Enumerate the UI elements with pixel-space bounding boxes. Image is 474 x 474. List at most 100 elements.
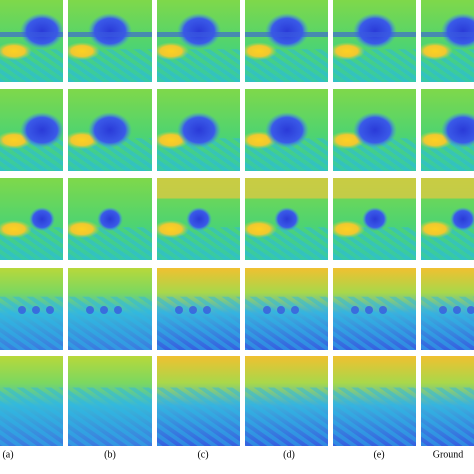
tile-content	[245, 268, 328, 350]
spot	[277, 306, 285, 314]
spot	[114, 306, 122, 314]
spot	[453, 306, 461, 314]
spot	[379, 306, 387, 314]
image-tile	[68, 356, 152, 446]
column-label: (d)	[283, 449, 295, 460]
warm-blob	[245, 220, 277, 239]
cold-blob	[20, 112, 63, 149]
cold-streak	[0, 32, 63, 37]
spot	[46, 306, 54, 314]
cold-blob	[265, 112, 309, 149]
image-tile	[421, 0, 474, 82]
tile-content	[0, 178, 63, 260]
image-tile	[0, 268, 63, 350]
tile-content	[68, 268, 152, 350]
tile-content	[333, 89, 416, 171]
image-tile	[0, 178, 63, 260]
spot	[203, 306, 211, 314]
tile-content	[421, 178, 474, 260]
texture	[245, 296, 328, 350]
image-tile	[333, 178, 416, 260]
image-tile	[68, 178, 152, 260]
tile-content	[421, 0, 474, 82]
image-tile	[0, 356, 63, 446]
texture	[68, 387, 152, 446]
tile-content	[245, 178, 328, 260]
image-tile	[245, 0, 328, 82]
tile-content	[157, 356, 240, 446]
tile-content	[68, 356, 152, 446]
warm-blob	[421, 220, 453, 239]
cold-blob	[353, 13, 397, 50]
spot	[32, 306, 40, 314]
image-tile	[68, 0, 152, 82]
cold-blob	[177, 13, 221, 50]
warm-band	[333, 178, 416, 199]
warm-blob	[157, 42, 189, 61]
warm-blob	[68, 42, 100, 61]
texture	[333, 296, 416, 350]
warm-blob	[68, 220, 100, 239]
cold-streak	[421, 32, 474, 37]
image-tile	[421, 178, 474, 260]
cold-blob	[177, 112, 221, 149]
image-tile	[68, 89, 152, 171]
column-label: Ground	[433, 449, 464, 460]
spot	[175, 306, 183, 314]
spot	[189, 306, 197, 314]
image-tile	[333, 268, 416, 350]
image-tile	[245, 89, 328, 171]
cold-blob	[441, 112, 474, 149]
image-tile	[245, 356, 328, 446]
warm-blob	[157, 220, 189, 239]
image-tile	[421, 89, 474, 171]
texture	[68, 296, 152, 350]
image-tile	[421, 268, 474, 350]
texture	[157, 296, 240, 350]
tile-content	[421, 356, 474, 446]
cold-blob	[450, 207, 474, 232]
warm-blob	[421, 42, 453, 61]
image-tile	[333, 356, 416, 446]
cold-streak	[68, 32, 152, 37]
image-tile	[0, 0, 63, 82]
warm-blob	[0, 42, 32, 61]
cold-blob	[441, 13, 474, 50]
texture	[421, 296, 474, 350]
warm-blob	[245, 42, 277, 61]
tile-content	[333, 178, 416, 260]
column-labels: (a) (b) (c) (d) (e) Ground	[2, 449, 463, 460]
tile-content	[0, 356, 63, 446]
spot	[291, 306, 299, 314]
texture	[333, 387, 416, 446]
image-tile	[157, 356, 240, 446]
image-tile	[421, 356, 474, 446]
warm-band	[157, 178, 240, 199]
tile-content	[157, 268, 240, 350]
tile-content	[421, 89, 474, 171]
tile-content	[68, 89, 152, 171]
cold-blob	[29, 207, 55, 232]
spot	[351, 306, 359, 314]
tile-content	[0, 0, 63, 82]
spot	[365, 306, 373, 314]
cold-blob	[20, 13, 63, 50]
warm-blob	[0, 220, 32, 239]
tile-content	[0, 89, 63, 171]
cold-streak	[245, 32, 328, 37]
tile-content	[157, 0, 240, 82]
warm-band	[245, 178, 328, 199]
tile-content	[421, 268, 474, 350]
image-tile	[157, 268, 240, 350]
texture	[0, 296, 63, 350]
spot	[439, 306, 447, 314]
tile-content	[333, 268, 416, 350]
warm-blob	[333, 220, 365, 239]
cold-blob	[353, 112, 397, 149]
image-tile	[157, 89, 240, 171]
tile-content	[157, 89, 240, 171]
cold-streak	[333, 32, 416, 37]
tile-content	[245, 356, 328, 446]
